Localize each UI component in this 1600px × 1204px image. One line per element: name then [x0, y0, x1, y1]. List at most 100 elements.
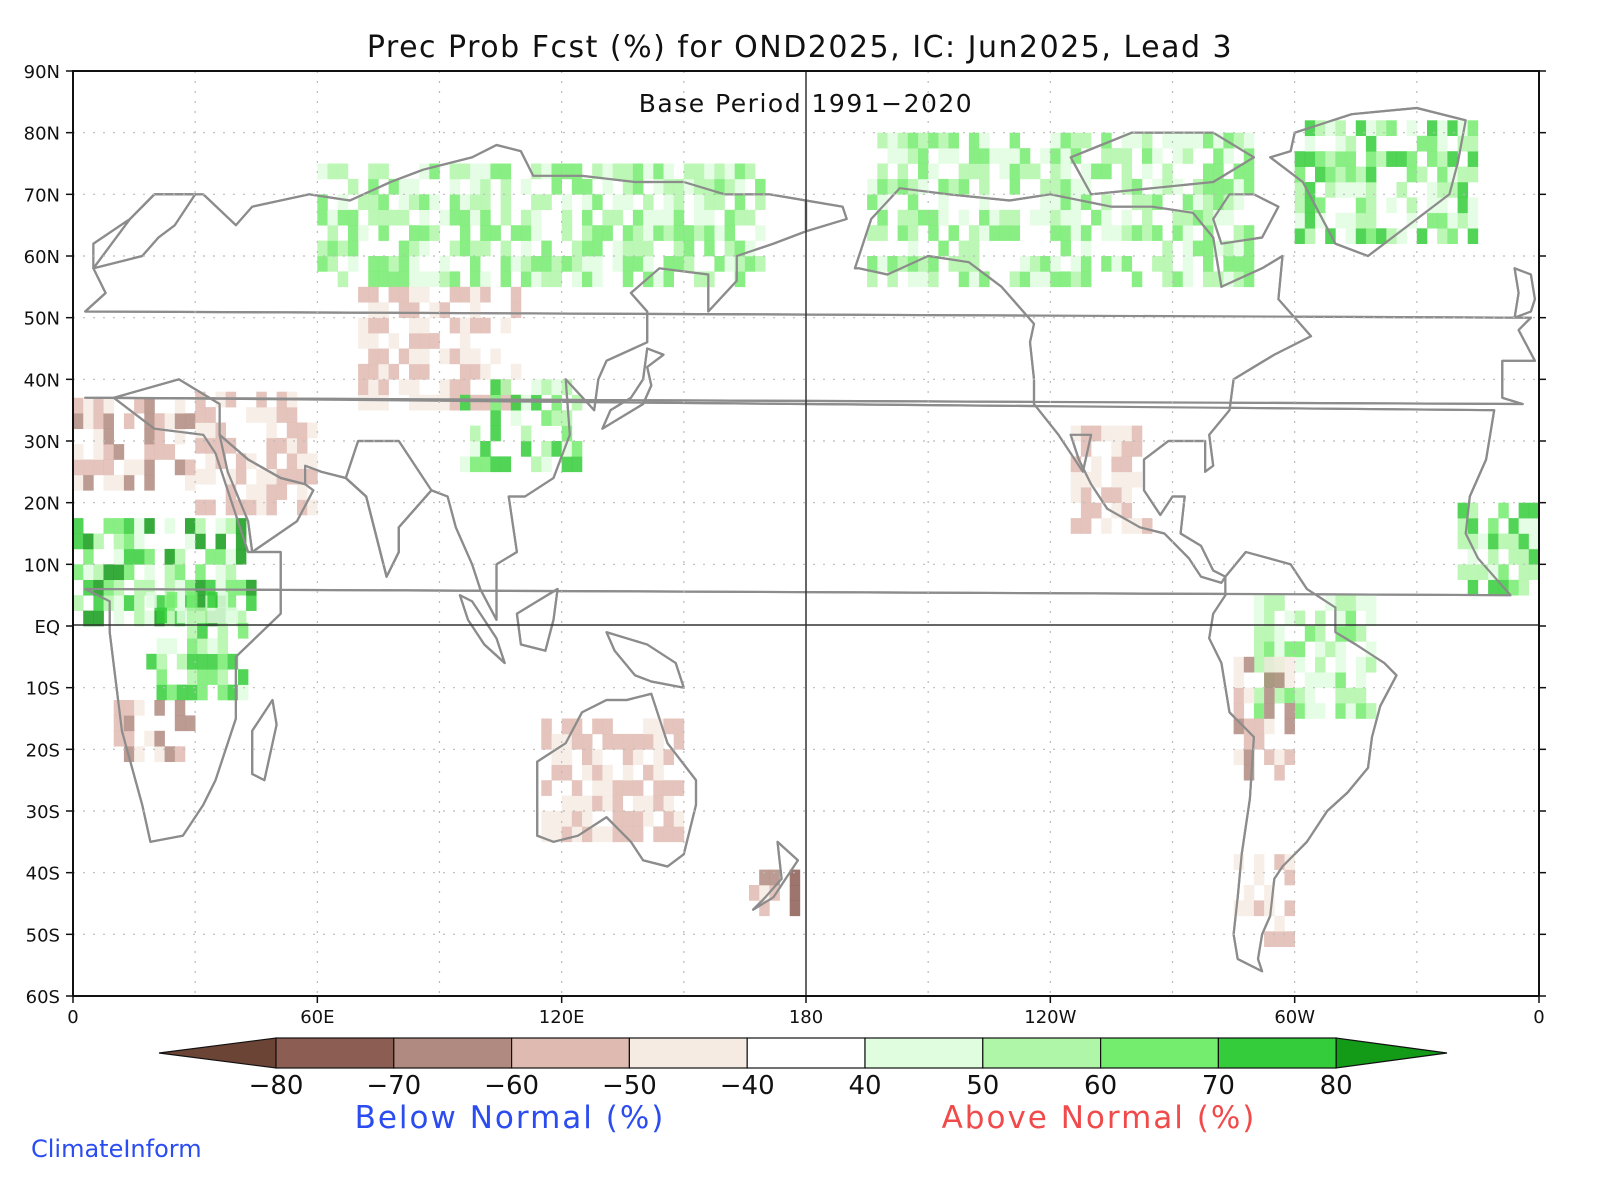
anomaly-cell [185, 413, 196, 430]
anomaly-cell [1253, 641, 1265, 658]
anomaly-cell [1070, 256, 1082, 272]
anomaly-cell [490, 379, 501, 396]
anomaly-cell [1182, 194, 1194, 211]
anomaly-cell [1304, 228, 1316, 245]
anomaly-cell [480, 178, 491, 195]
anomaly-cell [704, 163, 715, 180]
anomaly-cell [317, 209, 328, 226]
anomaly-cell [561, 749, 573, 766]
colorbar-tick-label: 40 [848, 1071, 881, 1101]
anomaly-cell [164, 444, 176, 460]
anomaly-cell [134, 579, 145, 596]
anomaly-cell [246, 407, 257, 423]
anomaly-cell [1009, 178, 1021, 195]
anomaly-cell [93, 459, 104, 476]
anomaly-cell [622, 240, 634, 257]
anomaly-cell [755, 178, 766, 195]
anomaly-cell [622, 256, 634, 272]
anomaly-cell [592, 225, 603, 241]
anomaly-cell [459, 394, 471, 411]
anomaly-cell [237, 669, 249, 685]
anomaly-cell [622, 811, 634, 827]
anomaly-cell [582, 826, 593, 843]
anomaly-cell [1406, 212, 1418, 229]
anomaly-cell [612, 194, 624, 211]
anomaly-cell [134, 518, 145, 534]
anomaly-cell [1518, 518, 1530, 534]
anomaly-cell [164, 548, 176, 565]
anomaly-cell [571, 811, 583, 827]
lat-tick-label: 50S [26, 925, 60, 946]
anomaly-cell [561, 410, 573, 426]
anomaly-cell [347, 256, 359, 272]
anomaly-cell [217, 669, 229, 685]
anomaly-cell [1050, 194, 1061, 211]
anomaly-cell [520, 441, 532, 457]
anomaly-cell [582, 178, 593, 195]
anomaly-cell [237, 684, 249, 701]
anomaly-cell [1467, 564, 1479, 581]
anomaly-cell [103, 518, 114, 534]
anomaly-cell [1396, 151, 1407, 167]
anomaly-cell [1060, 178, 1071, 195]
anomaly-cell [144, 548, 155, 565]
colorbar-segment [1099, 1037, 1219, 1069]
anomaly-cell [480, 456, 491, 473]
anomaly-cell [398, 348, 410, 365]
anomaly-cell [510, 286, 522, 303]
anomaly-cell [93, 533, 104, 550]
anomaly-cell [541, 163, 552, 180]
anomaly-cell [1162, 240, 1173, 257]
anomaly-cell [317, 163, 328, 180]
anomaly-cell [123, 459, 135, 476]
anomaly-cell [1203, 163, 1214, 180]
anomaly-cell [470, 256, 481, 272]
anomaly-cell [1243, 900, 1255, 917]
anomaly-cell [1070, 194, 1082, 211]
anomaly-cell [459, 363, 471, 380]
anomaly-cell [1447, 182, 1458, 198]
anomaly-cell [541, 441, 552, 457]
anomaly-cell [653, 764, 664, 781]
anomaly-cell [1192, 240, 1204, 257]
anomaly-cell [1315, 626, 1326, 642]
anomaly-cell [1345, 135, 1357, 152]
anomaly-cell [1518, 502, 1530, 519]
anomaly-cell [246, 595, 257, 611]
anomaly-cell [368, 333, 379, 349]
anomaly-cell [227, 684, 239, 701]
anomaly-cell [1315, 212, 1326, 229]
anomaly-cell [1427, 151, 1438, 167]
coastline-outline-sumatra [458, 594, 506, 665]
anomaly-cell [653, 826, 664, 843]
anomaly-cell [500, 271, 512, 288]
anomaly-cell [918, 271, 929, 288]
anomaly-cell [1162, 132, 1173, 149]
anomaly-cell [673, 194, 685, 211]
anomaly-cell [134, 746, 145, 763]
anomaly-cell [1294, 182, 1306, 198]
anomaly-cell [1488, 579, 1499, 596]
anomaly-cell [154, 428, 165, 445]
anomaly-cell [1233, 672, 1245, 689]
anomaly-cell [724, 178, 736, 195]
anomaly-cell [1121, 487, 1133, 504]
anomaly-cell [217, 653, 229, 670]
anomaly-cell [1131, 132, 1143, 149]
anomaly-cell [174, 428, 186, 445]
anomaly-cell [197, 607, 208, 624]
anomaly-cell [256, 468, 267, 485]
anomaly-cell [490, 225, 501, 241]
anomaly-cell [368, 348, 379, 365]
anomaly-cell [337, 163, 349, 180]
anomaly-cell [1325, 641, 1336, 658]
anomaly-cell [1142, 518, 1153, 534]
anomaly-cell [276, 407, 288, 423]
colorbar-segment [1217, 1037, 1337, 1069]
anomaly-cell [1172, 132, 1183, 149]
anomaly-cell [897, 163, 909, 180]
anomaly-cell [1050, 148, 1061, 164]
lat-tick-label: 40N [24, 370, 60, 391]
anomaly-cell [999, 225, 1010, 241]
anomaly-cell [938, 178, 949, 195]
